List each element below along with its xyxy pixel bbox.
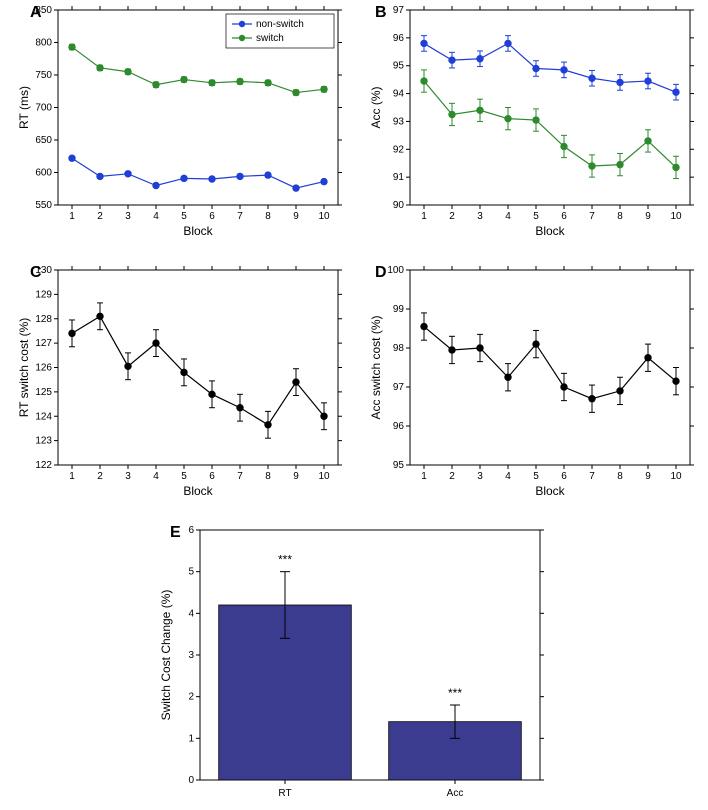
svg-text:8: 8	[617, 211, 623, 222]
svg-text:91: 91	[393, 172, 405, 183]
svg-text:4: 4	[188, 608, 194, 619]
svg-text:92: 92	[393, 144, 405, 155]
svg-text:95: 95	[393, 460, 405, 471]
svg-text:4: 4	[505, 471, 511, 482]
svg-text:3: 3	[477, 211, 483, 222]
panel-d-chart: 95 96 97 98 99 100 1 2 3 4 5 6 7 8 9 10 Acc switch cost …	[368, 262, 698, 501]
svg-text:non-switch: non-switch	[256, 19, 304, 30]
svg-text:10: 10	[670, 211, 682, 222]
svg-text:10: 10	[318, 211, 330, 222]
svg-text:3: 3	[125, 471, 131, 482]
svg-text:7: 7	[589, 471, 595, 482]
svg-text:***: ***	[448, 686, 462, 700]
svg-text:9: 9	[645, 211, 651, 222]
svg-text:6: 6	[209, 211, 215, 222]
svg-text:RT (ms): RT (ms)	[17, 86, 31, 129]
panel-c-chart: 12212312412512612712812913012345678910RT…	[16, 262, 346, 501]
svg-text:4: 4	[153, 211, 159, 222]
svg-text:123: 123	[35, 436, 52, 447]
svg-text:0: 0	[188, 775, 194, 786]
svg-text:6: 6	[561, 471, 567, 482]
svg-text:2: 2	[449, 471, 455, 482]
svg-text:RT switch cost (%): RT switch cost (%)	[17, 318, 31, 418]
svg-text:1: 1	[421, 211, 427, 222]
svg-text:1: 1	[69, 211, 75, 222]
svg-text:5: 5	[188, 567, 194, 578]
svg-text:1: 1	[188, 733, 194, 744]
svg-text:550: 550	[35, 200, 52, 211]
svg-text:6: 6	[561, 211, 567, 222]
svg-text:5: 5	[533, 211, 539, 222]
svg-text:RT: RT	[278, 788, 291, 799]
panel-e-chart: 0 1 2 3 4 5 6 RT Acc Switch Cost Change (%) *** ***	[154, 518, 550, 810]
svg-text:7: 7	[237, 471, 243, 482]
svg-text:10: 10	[670, 471, 682, 482]
svg-text:2: 2	[97, 211, 103, 222]
svg-text:Block: Block	[535, 224, 565, 238]
svg-text:2: 2	[188, 692, 194, 703]
svg-text:124: 124	[35, 411, 52, 422]
svg-text:122: 122	[35, 460, 52, 471]
svg-text:switch: switch	[256, 33, 284, 44]
svg-text:7: 7	[237, 211, 243, 222]
svg-text:3: 3	[188, 650, 194, 661]
svg-text:8: 8	[265, 471, 271, 482]
figure: A 55060065070075080085012345678910RT (ms…	[0, 0, 708, 800]
svg-text:Block: Block	[535, 484, 565, 498]
svg-text:2: 2	[449, 211, 455, 222]
svg-text:97: 97	[393, 5, 405, 16]
svg-text:129: 129	[35, 289, 52, 300]
panel-a-chart: 550 600 650 700 750 800 850 1 2 3 4 5 6 7 8 9 10 RT (ms) B…	[16, 2, 346, 241]
svg-text:Block: Block	[183, 224, 213, 238]
svg-text:600: 600	[35, 168, 52, 179]
svg-text:Acc: Acc	[447, 788, 464, 799]
svg-text:2: 2	[97, 471, 103, 482]
svg-text:Acc (%): Acc (%)	[369, 86, 383, 128]
svg-text:9: 9	[293, 471, 299, 482]
svg-text:Acc switch cost (%): Acc switch cost (%)	[369, 315, 383, 419]
svg-text:Block: Block	[183, 484, 213, 498]
svg-text:1: 1	[69, 471, 75, 482]
svg-text:126: 126	[35, 363, 52, 374]
svg-text:800: 800	[35, 38, 52, 49]
svg-text:6: 6	[188, 525, 194, 536]
svg-text:6: 6	[209, 471, 215, 482]
svg-text:8: 8	[617, 471, 623, 482]
svg-text:125: 125	[35, 387, 52, 398]
svg-text:96: 96	[393, 33, 405, 44]
svg-text:130: 130	[35, 265, 52, 276]
svg-text:127: 127	[35, 338, 52, 349]
svg-text:94: 94	[393, 89, 405, 100]
svg-text:95: 95	[393, 61, 405, 72]
svg-text:100: 100	[387, 265, 404, 276]
panel-b-chart: 90 91 92 93 94 95 96 97 1 2 3 4 5 6 7 8 9 10 Acc (%) Block	[368, 2, 698, 241]
svg-text:96: 96	[393, 421, 405, 432]
svg-text:4: 4	[153, 471, 159, 482]
svg-text:7: 7	[589, 211, 595, 222]
svg-text:90: 90	[393, 200, 405, 211]
svg-text:4: 4	[505, 211, 511, 222]
svg-text:850: 850	[35, 5, 52, 16]
svg-text:8: 8	[265, 211, 271, 222]
svg-text:10: 10	[318, 471, 330, 482]
svg-text:3: 3	[125, 211, 131, 222]
svg-text:9: 9	[645, 471, 651, 482]
svg-text:750: 750	[35, 70, 52, 81]
svg-text:650: 650	[35, 135, 52, 146]
svg-text:99: 99	[393, 304, 405, 315]
svg-text:5: 5	[181, 471, 187, 482]
svg-text:97: 97	[393, 382, 405, 393]
svg-text:***: ***	[278, 553, 292, 567]
svg-text:Switch Cost Change (%): Switch Cost Change (%)	[159, 590, 173, 721]
svg-text:1: 1	[421, 471, 427, 482]
svg-text:98: 98	[393, 343, 405, 354]
svg-text:93: 93	[393, 116, 405, 127]
svg-text:5: 5	[533, 471, 539, 482]
svg-text:700: 700	[35, 103, 52, 114]
svg-text:3: 3	[477, 471, 483, 482]
svg-text:5: 5	[181, 211, 187, 222]
svg-text:9: 9	[293, 211, 299, 222]
svg-text:128: 128	[35, 314, 52, 325]
